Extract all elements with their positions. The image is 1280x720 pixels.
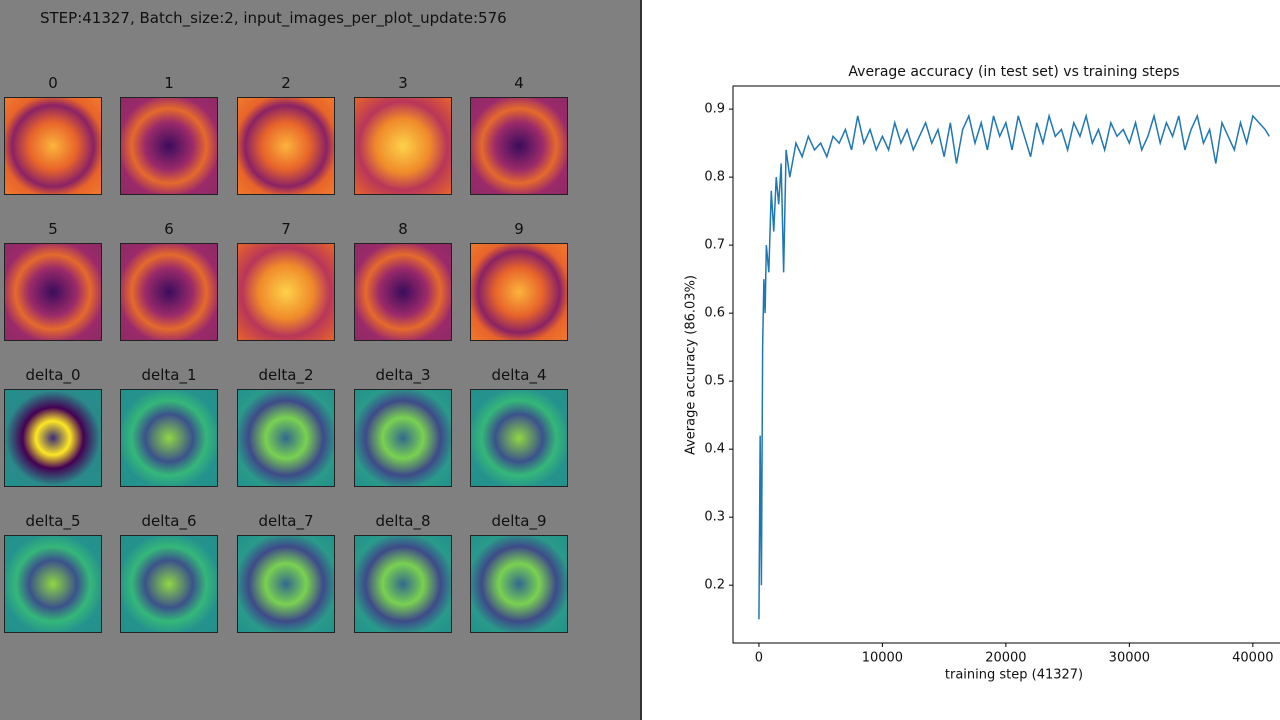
tile-label: delta_5 — [25, 512, 81, 530]
header: STEP:41327, Batch_size:2, input_images_p… — [40, 9, 507, 27]
tile-label: delta_7 — [258, 512, 314, 530]
y-tick-label: 0.8 — [704, 170, 725, 185]
y-tick-label: 0.7 — [704, 238, 725, 253]
tile-label: 9 — [514, 220, 524, 238]
tile-label: 3 — [398, 74, 408, 92]
weight-image — [237, 389, 335, 487]
x-tick-label: 30000 — [1109, 651, 1150, 666]
tile-label: delta_4 — [491, 366, 547, 384]
weight-image — [237, 97, 335, 195]
image-panel: STEP:41327, Batch_size:2, input_images_p… — [0, 0, 642, 720]
y-axis-label: Average accuracy (86.03%) — [684, 275, 699, 455]
tile-label: 0 — [48, 74, 58, 92]
tile-label: 7 — [281, 220, 291, 238]
tile-label: delta_1 — [141, 366, 197, 384]
x-tick-label: 0 — [755, 651, 763, 666]
weight-image — [4, 535, 102, 633]
tile-label: delta_3 — [375, 366, 431, 384]
weight-image — [120, 389, 218, 487]
weight-image — [470, 389, 568, 487]
tile-label: delta_8 — [375, 512, 431, 530]
tile-label: delta_9 — [491, 512, 547, 530]
y-tick-label: 0.4 — [704, 442, 725, 457]
plot-area — [732, 85, 1280, 644]
tile-label: 8 — [398, 220, 408, 238]
weight-image — [120, 243, 218, 341]
x-tick-label: 20000 — [985, 651, 1026, 666]
weight-image — [237, 243, 335, 341]
tile-label: delta_0 — [25, 366, 81, 384]
tile-label: delta_6 — [141, 512, 197, 530]
tile-label: 4 — [514, 74, 524, 92]
y-tick-label: 0.3 — [704, 510, 725, 525]
tile-label: 5 — [48, 220, 58, 238]
x-axis-label: training step (41327) — [945, 668, 1083, 683]
weight-image — [120, 535, 218, 633]
x-tick-label: 10000 — [862, 651, 903, 666]
weight-image — [4, 389, 102, 487]
y-tick-label: 0.6 — [704, 306, 725, 321]
weight-image — [354, 97, 452, 195]
weight-image — [4, 97, 102, 195]
tile-label: 1 — [164, 74, 174, 92]
weight-image — [120, 97, 218, 195]
weight-image — [354, 389, 452, 487]
chart-title: Average accuracy (in test set) vs traini… — [848, 64, 1179, 80]
tile-label: 6 — [164, 220, 174, 238]
weight-image — [470, 243, 568, 341]
weight-image — [4, 243, 102, 341]
accuracy-line — [758, 112, 1270, 620]
weight-image — [470, 535, 568, 633]
y-tick-label: 0.2 — [704, 578, 725, 593]
y-tick-label: 0.9 — [704, 102, 725, 117]
tile-label: 2 — [281, 74, 291, 92]
y-tick-label: 0.5 — [704, 374, 725, 389]
x-tick-label: 40000 — [1232, 651, 1273, 666]
weight-image — [354, 535, 452, 633]
tile-label: delta_2 — [258, 366, 314, 384]
weight-image — [470, 97, 568, 195]
weight-image — [354, 243, 452, 341]
weight-image — [237, 535, 335, 633]
